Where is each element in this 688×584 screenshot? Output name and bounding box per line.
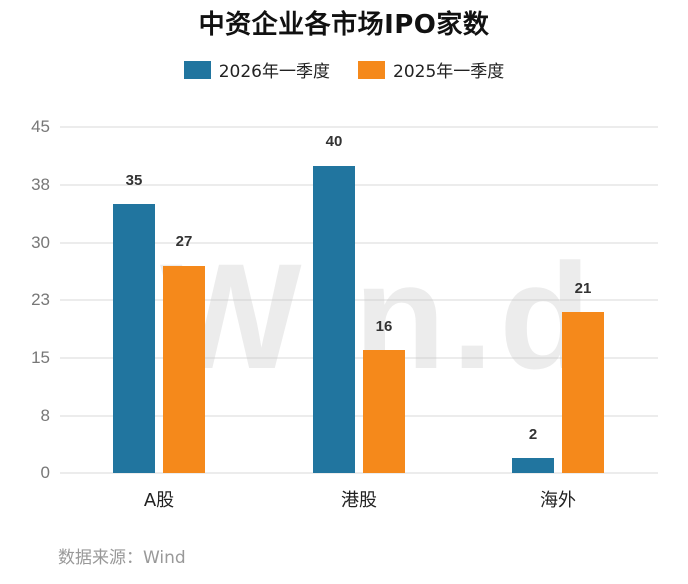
legend-label-2026: 2026年一季度 — [218, 62, 330, 82]
bar-label-overseas-2026: 2 — [528, 426, 538, 443]
ytick-15: 15 — [31, 348, 50, 367]
gridline-45 — [60, 126, 658, 128]
bar-hk-2025[interactable] — [363, 350, 405, 473]
xtick-hk: 港股 — [341, 490, 377, 511]
gridline-23 — [60, 299, 658, 301]
bar-label-hk-2025: 16 — [375, 318, 393, 335]
legend-item-2025[interactable]: 2025年一季度 — [358, 57, 504, 82]
legend: 2026年一季度 2025年一季度 — [0, 57, 688, 82]
bar-label-a-share-2026: 35 — [125, 172, 143, 189]
bar-overseas-2026[interactable] — [512, 458, 554, 473]
legend-swatch-2025 — [358, 60, 385, 79]
xtick-a-share: A股 — [143, 490, 175, 511]
gridline-30 — [60, 242, 658, 244]
ytick-45: 45 — [31, 117, 50, 136]
bar-label-a-share-2025: 27 — [175, 233, 193, 250]
ytick-0: 0 — [40, 463, 50, 482]
legend-swatch-2026 — [183, 60, 211, 79]
gridline-38 — [60, 184, 658, 186]
bar-a-share-2025[interactable] — [163, 266, 205, 473]
legend-item-2026[interactable]: 2026年一季度 — [183, 57, 330, 82]
ytick-30: 30 — [31, 233, 50, 252]
bar-overseas-2025[interactable] — [562, 312, 604, 473]
legend-label-2025: 2025年一季度 — [393, 62, 505, 82]
bar-label-overseas-2025: 21 — [574, 280, 592, 297]
bar-hk-2026[interactable] — [313, 166, 355, 473]
gridline-8 — [60, 415, 658, 417]
bar-label-hk-2026: 40 — [325, 133, 343, 150]
gridline-15 — [60, 357, 658, 359]
data-source-note: 数据来源：Wind — [58, 548, 186, 568]
xtick-overseas: 海外 — [540, 490, 576, 511]
gridline-0 — [60, 472, 658, 474]
ytick-23: 23 — [31, 290, 50, 309]
ytick-38: 38 — [31, 175, 50, 194]
bar-a-share-2026[interactable] — [113, 204, 155, 473]
ytick-8: 8 — [40, 406, 50, 425]
chart-title: 中资企业各市场IPO家数 — [198, 10, 490, 40]
